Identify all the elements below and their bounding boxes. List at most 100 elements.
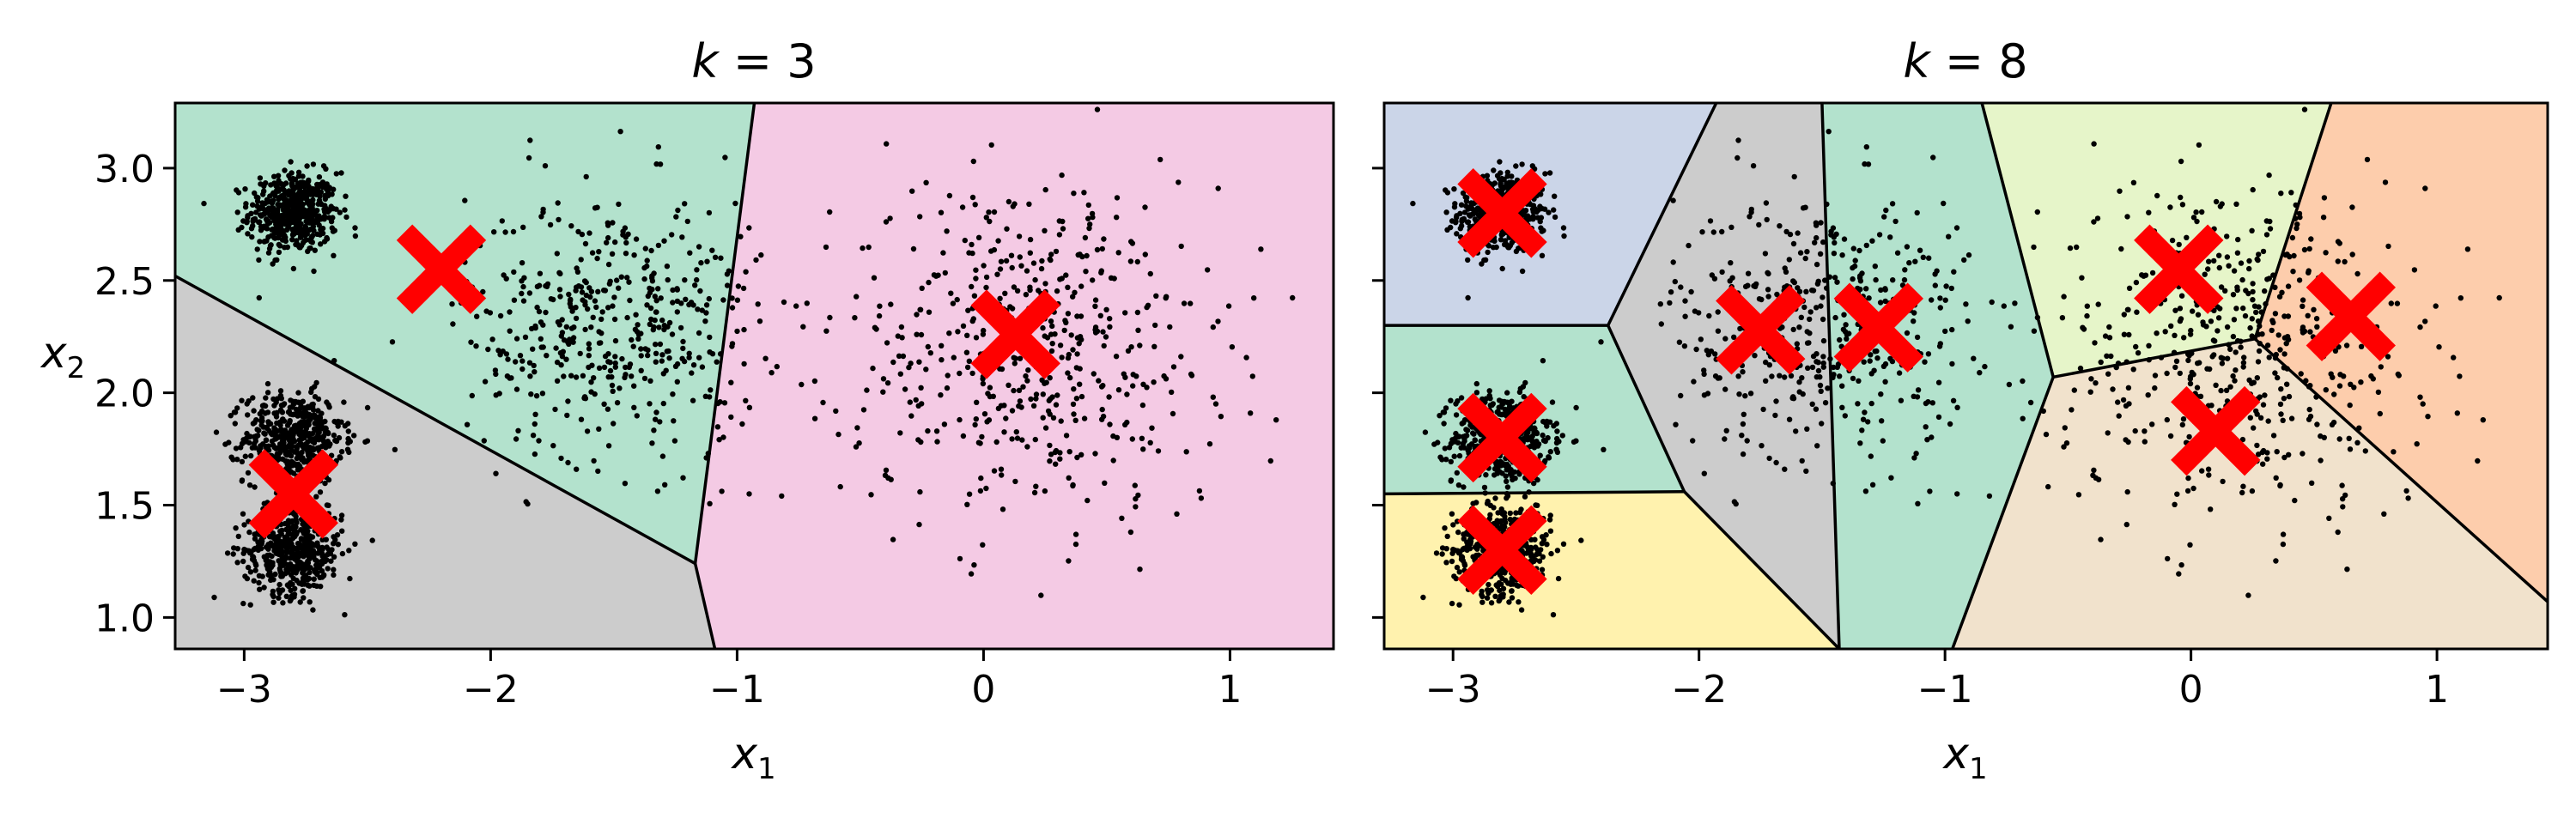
data-point xyxy=(1834,364,1840,370)
data-point xyxy=(626,364,632,370)
chart-panel-k3: −3 −2 −1 0 1 1.01.52.02.53.0 k = 3 x1 x2 xyxy=(39,34,1335,786)
data-point xyxy=(1818,303,1824,309)
data-point xyxy=(686,301,692,308)
data-point xyxy=(1101,236,1107,242)
data-point xyxy=(1670,259,1676,265)
data-point xyxy=(1099,416,1105,422)
data-point xyxy=(2284,381,2290,387)
decision-boundary-9 xyxy=(2052,337,2256,379)
data-point xyxy=(2300,297,2306,303)
data-point xyxy=(598,340,604,346)
data-point xyxy=(1082,234,1089,241)
data-point xyxy=(1773,398,1779,404)
data-point xyxy=(2249,227,2255,233)
data-point xyxy=(2125,385,2132,391)
data-point xyxy=(1831,364,1837,371)
data-point xyxy=(2306,245,2312,252)
data-point xyxy=(309,541,315,547)
data-point xyxy=(568,223,574,229)
data-point xyxy=(680,345,686,352)
data-point xyxy=(1441,409,1448,415)
data-point xyxy=(267,242,274,249)
data-point xyxy=(2306,416,2312,422)
data-point xyxy=(1810,288,1817,294)
data-point xyxy=(307,449,313,455)
data-point xyxy=(2279,289,2285,295)
data-point xyxy=(591,375,597,381)
data-point xyxy=(259,403,266,409)
data-point xyxy=(250,202,256,208)
y-tick-label: 1.0 xyxy=(94,597,155,640)
data-point xyxy=(610,303,616,309)
data-point xyxy=(307,554,313,560)
data-point xyxy=(268,540,274,546)
data-point xyxy=(1251,295,1257,301)
data-point xyxy=(729,295,735,301)
data-point xyxy=(1790,278,1796,284)
data-point xyxy=(678,300,684,306)
data-point xyxy=(1492,495,1498,501)
data-point xyxy=(707,349,713,355)
data-point xyxy=(1911,318,1917,324)
data-point xyxy=(319,536,325,542)
data-point xyxy=(282,556,288,562)
data-point xyxy=(275,202,281,208)
data-point xyxy=(623,239,629,246)
data-point xyxy=(303,182,310,188)
centroid-marker-2 xyxy=(970,289,1060,379)
data-point xyxy=(2231,317,2238,323)
data-point xyxy=(289,463,295,469)
data-point xyxy=(662,482,668,488)
data-point xyxy=(2186,353,2192,359)
data-point xyxy=(2403,488,2409,494)
data-point xyxy=(2121,312,2127,318)
data-point xyxy=(574,466,580,472)
data-point xyxy=(230,457,236,463)
data-point xyxy=(1049,323,1055,330)
data-point xyxy=(2256,251,2262,258)
data-point xyxy=(962,237,969,244)
data-point xyxy=(596,426,602,432)
data-point xyxy=(513,359,519,365)
data-point xyxy=(462,197,468,203)
data-point xyxy=(586,353,592,359)
data-point xyxy=(573,315,580,322)
data-point xyxy=(1550,612,1557,618)
data-point xyxy=(352,233,359,239)
data-point xyxy=(263,208,269,215)
data-point xyxy=(2281,454,2287,461)
data-point xyxy=(1042,227,1048,233)
data-point xyxy=(317,489,324,495)
data-point xyxy=(2321,195,2328,201)
data-point xyxy=(781,299,787,306)
data-point xyxy=(1843,322,1849,328)
data-point xyxy=(2178,316,2184,322)
data-point xyxy=(1869,482,1876,488)
data-point xyxy=(245,231,251,237)
data-point xyxy=(241,522,247,528)
data-point xyxy=(1083,269,1089,275)
data-point xyxy=(2208,403,2215,409)
data-point xyxy=(491,229,497,235)
data-point xyxy=(1699,229,1705,235)
data-point xyxy=(887,215,893,221)
data-point xyxy=(321,216,327,222)
data-point xyxy=(634,329,641,335)
data-point xyxy=(1086,225,1092,232)
data-point xyxy=(289,237,295,243)
data-point xyxy=(289,170,295,176)
data-point xyxy=(2233,201,2239,207)
data-point xyxy=(1751,282,1757,289)
data-point xyxy=(268,182,274,188)
data-point xyxy=(1818,220,1824,226)
data-point xyxy=(339,550,346,557)
data-point xyxy=(1868,371,1874,377)
data-point xyxy=(2020,415,2026,421)
data-point xyxy=(939,342,945,348)
data-point xyxy=(311,576,317,582)
data-point xyxy=(251,578,257,584)
data-point xyxy=(2093,380,2099,386)
data-point xyxy=(1715,328,1722,334)
data-point xyxy=(333,171,339,177)
data-point xyxy=(1212,401,1219,407)
